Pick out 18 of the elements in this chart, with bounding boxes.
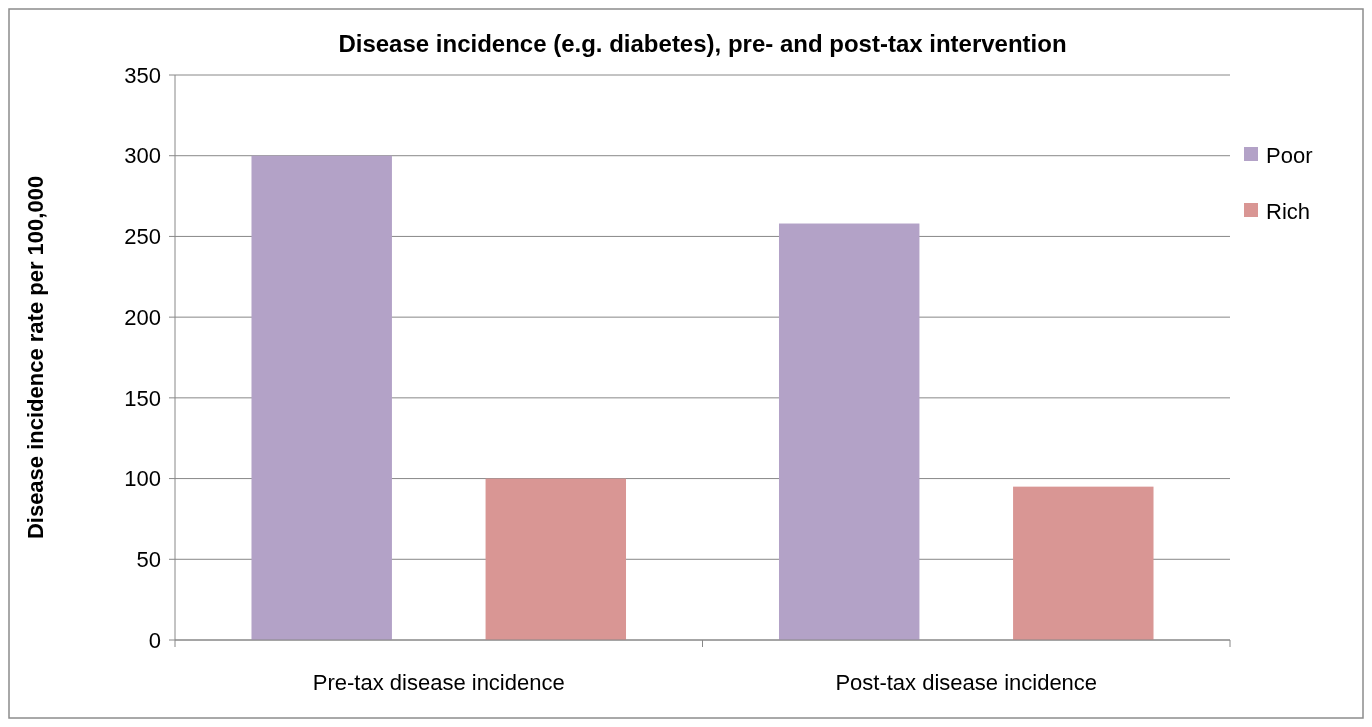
y-axis-title: Disease incidence rate per 100,000 <box>23 175 48 540</box>
y-tick-label: 100 <box>124 466 161 492</box>
legend-label: Poor <box>1266 142 1313 168</box>
bar <box>1013 486 1154 640</box>
y-tick-label: 150 <box>124 385 161 411</box>
legend-label: Rich <box>1266 198 1311 224</box>
bar <box>251 155 392 640</box>
x-tick-label: Post-tax disease incidence <box>835 670 1098 695</box>
y-tick-label: 300 <box>124 143 161 169</box>
bar <box>485 478 627 640</box>
chart-title: Disease incidence (e.g. diabetes), pre- and post-tax intervention <box>338 30 1067 57</box>
y-tick-label: 250 <box>124 224 161 250</box>
y-tick-label: 50 <box>136 546 161 572</box>
y-tick-label: 350 <box>124 62 161 88</box>
x-tick-label: Pre-tax disease incidence <box>312 670 565 695</box>
bar <box>778 223 920 640</box>
y-tick-label: 200 <box>124 304 161 330</box>
y-tick-label: 0 <box>148 627 161 653</box>
